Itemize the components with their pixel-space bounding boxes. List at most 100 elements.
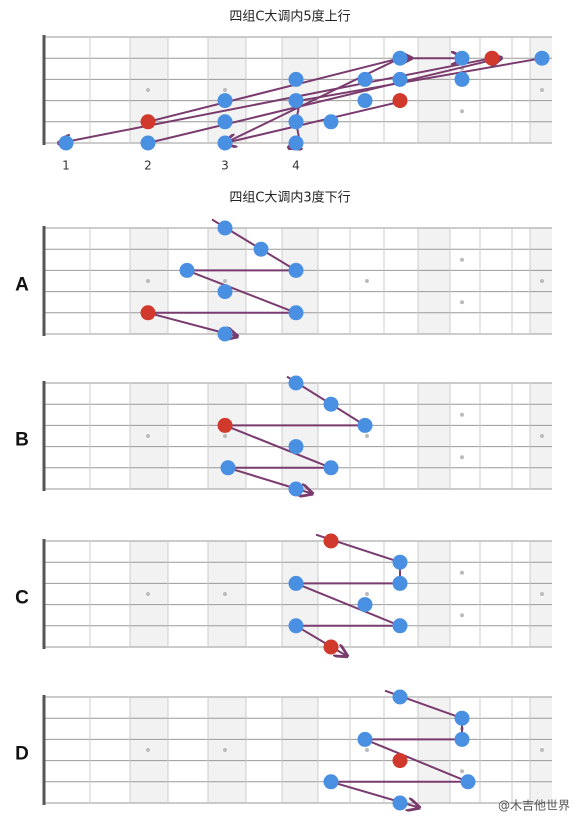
note xyxy=(253,241,269,257)
note xyxy=(454,710,470,726)
fret-shade xyxy=(418,541,450,647)
arrow xyxy=(224,375,369,494)
inlay xyxy=(460,455,464,460)
note xyxy=(392,753,408,769)
position-label: 3 xyxy=(221,159,229,173)
fret-shade xyxy=(418,228,450,334)
inlay xyxy=(540,88,544,92)
note xyxy=(288,375,304,391)
note xyxy=(454,731,470,747)
note xyxy=(323,639,339,655)
note xyxy=(288,93,304,109)
inlay xyxy=(540,434,544,438)
title: 四组C大调内3度下行 xyxy=(229,190,350,206)
note xyxy=(217,93,233,109)
inlay xyxy=(365,592,369,596)
note xyxy=(288,305,304,321)
inlay xyxy=(146,592,150,596)
arrow xyxy=(147,58,500,144)
inlay xyxy=(540,279,544,283)
inlay xyxy=(146,279,150,283)
inlay xyxy=(460,109,464,114)
note xyxy=(323,774,339,790)
board-label: A xyxy=(15,274,29,295)
note xyxy=(220,460,236,476)
note xyxy=(392,93,408,109)
note xyxy=(288,135,304,151)
note xyxy=(484,50,500,66)
inlay xyxy=(460,412,464,417)
title: 四组C大调内5度上行 xyxy=(229,9,350,25)
note xyxy=(323,396,339,412)
inlay xyxy=(460,769,464,774)
note xyxy=(392,50,408,66)
note xyxy=(454,71,470,87)
inlay xyxy=(540,592,544,596)
note xyxy=(392,618,408,634)
inlay xyxy=(365,434,369,438)
note xyxy=(323,114,339,130)
inlay xyxy=(460,300,464,305)
note xyxy=(288,71,304,87)
note xyxy=(140,114,156,130)
note xyxy=(288,575,304,591)
board-label: D xyxy=(15,743,29,764)
note xyxy=(58,135,74,151)
note xyxy=(217,326,233,342)
arrow xyxy=(225,99,406,143)
inlay xyxy=(460,613,464,618)
note xyxy=(357,71,373,87)
fret-shade xyxy=(418,383,450,489)
note xyxy=(357,597,373,613)
inlay xyxy=(223,88,227,92)
note xyxy=(288,114,304,130)
note xyxy=(217,114,233,130)
inlay xyxy=(540,748,544,752)
note xyxy=(323,533,339,549)
note xyxy=(357,417,373,433)
note xyxy=(357,93,373,109)
board-label: B xyxy=(15,429,29,450)
inlay xyxy=(365,279,369,283)
note xyxy=(454,50,470,66)
arrow xyxy=(60,57,493,143)
inlay xyxy=(223,279,227,283)
inlay xyxy=(460,257,464,262)
note xyxy=(534,50,550,66)
inlay xyxy=(146,434,150,438)
fret-shade xyxy=(282,697,318,803)
inlay xyxy=(223,434,227,438)
note xyxy=(217,220,233,236)
inlay xyxy=(223,748,227,752)
board-label: C xyxy=(15,587,29,608)
note xyxy=(288,439,304,455)
note xyxy=(140,135,156,151)
fret-shade xyxy=(282,383,318,489)
inlay xyxy=(460,570,464,575)
note xyxy=(357,731,373,747)
note xyxy=(392,795,408,811)
watermark: @木吉他世界 xyxy=(498,799,570,813)
note xyxy=(217,135,233,151)
note xyxy=(288,262,304,278)
fret-shade xyxy=(418,37,450,143)
note xyxy=(392,71,408,87)
note xyxy=(323,460,339,476)
note xyxy=(288,481,304,497)
note xyxy=(140,305,156,321)
note xyxy=(179,262,195,278)
note xyxy=(217,417,233,433)
arrow xyxy=(290,57,543,147)
fret-shade xyxy=(418,697,450,803)
note xyxy=(392,575,408,591)
position-label: 2 xyxy=(144,159,152,173)
position-label: 1 xyxy=(62,159,70,173)
inlay xyxy=(146,748,150,752)
inlay xyxy=(223,592,227,596)
note xyxy=(217,284,233,300)
note xyxy=(460,774,476,790)
note xyxy=(392,689,408,705)
inlay xyxy=(365,748,369,752)
note xyxy=(288,618,304,634)
